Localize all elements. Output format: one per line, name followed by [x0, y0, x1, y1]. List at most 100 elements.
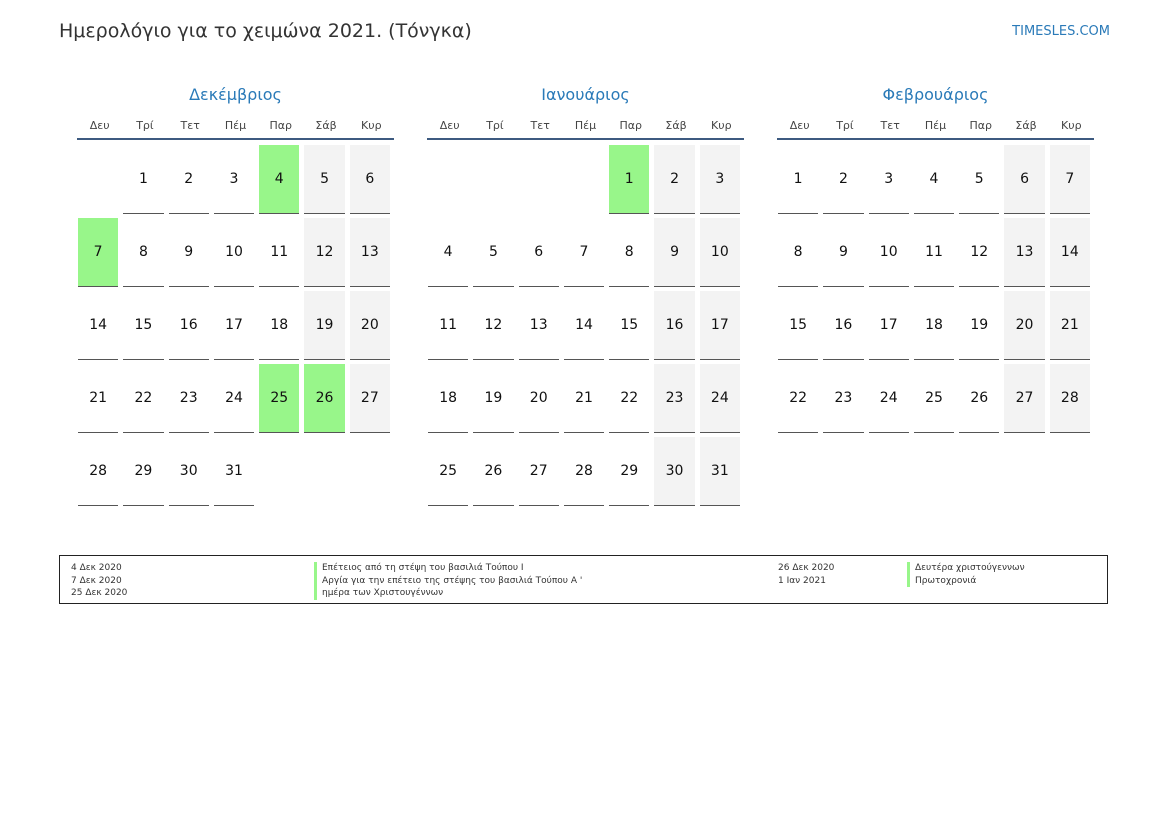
day-cell: 22 [608, 362, 653, 435]
day-number: 22 [778, 364, 819, 433]
weekend-day-cell: 27 [1003, 362, 1048, 435]
day-cell: 19 [472, 362, 517, 435]
day-number: 19 [959, 291, 1000, 360]
empty-day-cell [349, 435, 394, 508]
day-cell: 29 [122, 435, 167, 508]
legend-date: 4 Δεκ 2020 [71, 563, 122, 573]
weekend-day-cell: 12 [303, 216, 348, 289]
day-cell: 2 [168, 143, 213, 216]
day-number: 22 [609, 364, 650, 433]
day-number: 12 [304, 218, 345, 287]
site-link[interactable]: TIMESLES.COM [1012, 24, 1110, 39]
day-number: 12 [959, 218, 1000, 287]
legend-dates-right: 26 Δεκ 2020 1 Ιαν 2021 [778, 562, 834, 587]
weekend-day-cell: 5 [303, 143, 348, 216]
day-number: 17 [699, 291, 740, 360]
day-cell: 11 [258, 216, 303, 289]
holiday-day-cell: 1 [608, 143, 653, 216]
day-number: 13 [349, 218, 390, 287]
day-cell: 18 [258, 289, 303, 362]
weekend-day-cell: 13 [349, 216, 394, 289]
day-cell: 23 [168, 362, 213, 435]
month-title: Φεβρουάριος [882, 85, 989, 104]
day-number: 19 [304, 291, 345, 360]
day-number: 15 [609, 291, 650, 360]
day-cell: 30 [168, 435, 213, 508]
legend-dates-left: 4 Δεκ 2020 7 Δεκ 2020 25 Δεκ 2020 [71, 562, 127, 600]
day-cell: 9 [822, 216, 867, 289]
day-number: 26 [304, 364, 345, 433]
month-title: Ιανουάριος [541, 85, 630, 104]
weekend-day-cell: 20 [1003, 289, 1048, 362]
day-number: 28 [563, 437, 605, 506]
weekend-day-cell: 24 [699, 362, 744, 435]
weekday-label: Παρ [969, 119, 993, 132]
day-cell: 2 [822, 143, 867, 216]
day-number: 4 [913, 145, 955, 214]
day-number: 30 [654, 437, 695, 506]
day-cell: 21 [77, 362, 122, 435]
weekend-day-cell: 7 [1049, 143, 1094, 216]
day-cell: 1 [777, 143, 822, 216]
weekday-label: Πέμ [224, 119, 247, 132]
day-number: 2 [654, 145, 695, 214]
day-number: 18 [428, 364, 469, 433]
legend-date: 25 Δεκ 2020 [71, 588, 128, 598]
day-number: 8 [778, 218, 819, 287]
weekday-label: Σάβ [1015, 119, 1037, 132]
day-number: 31 [213, 437, 255, 506]
day-cell: 12 [958, 216, 1003, 289]
day-cell: 15 [608, 289, 653, 362]
empty-day [259, 437, 299, 506]
day-cell: 3 [213, 143, 258, 216]
day-cell: 12 [472, 289, 517, 362]
day-grid: 1 2 3 4 5 6 7 8 9 10 11 12 13 14 15 16 17 18 19 20 21 22 23 24 2… [777, 143, 1094, 435]
day-number: 14 [78, 291, 119, 360]
day-number: 16 [654, 291, 695, 360]
weekday-label: Παρ [269, 119, 293, 132]
day-number: 15 [123, 291, 164, 360]
legend-date: 7 Δεκ 2020 [71, 575, 122, 586]
calendar-week: 11 12 13 14 15 16 17 [427, 289, 744, 362]
weekday-label: Σάβ [315, 119, 337, 132]
day-number: 18 [913, 291, 955, 360]
day-cell: 16 [168, 289, 213, 362]
day-number: 8 [609, 218, 650, 287]
legend-names-right: Δευτέρα χριστούγεννων Πρωτοχρονιά [907, 562, 1025, 587]
legend-date: 26 Δεκ 2020 [778, 563, 835, 573]
day-number: 11 [428, 291, 469, 360]
day-number: 21 [1049, 291, 1090, 360]
weekday-label: Σάβ [665, 119, 687, 132]
day-number: 22 [123, 364, 164, 433]
day-cell: 28 [563, 435, 608, 508]
day-cell: 22 [122, 362, 167, 435]
day-number: 25 [259, 364, 300, 433]
day-number: 7 [563, 218, 605, 287]
weekday-label: Πέμ [924, 119, 947, 132]
day-number: 29 [123, 437, 164, 506]
day-number: 1 [123, 145, 164, 214]
weekend-day-cell: 9 [653, 216, 698, 289]
day-number: 16 [168, 291, 209, 360]
weekend-day-cell: 14 [1049, 216, 1094, 289]
day-number: 27 [1004, 364, 1045, 433]
day-cell: 26 [958, 362, 1003, 435]
day-cell: 18 [913, 289, 958, 362]
day-cell: 25 [427, 435, 472, 508]
day-cell: 24 [868, 362, 913, 435]
holiday-day-cell: 25 [258, 362, 303, 435]
weekday-label: Παρ [619, 119, 643, 132]
weekday-header: Δευ Τρί Τετ Πέμ Παρ Σάβ Κυρ [77, 118, 394, 140]
legend-holiday-name: Αργία για την επέτειο της στέψης του βασ… [314, 574, 582, 587]
day-number: 29 [609, 437, 650, 506]
weekend-day-cell: 6 [1003, 143, 1048, 216]
day-number: 9 [823, 218, 864, 287]
weekday-label: Πέμ [574, 119, 597, 132]
day-cell: 4 [913, 143, 958, 216]
weekend-day-cell: 19 [303, 289, 348, 362]
day-number: 20 [518, 364, 559, 433]
empty-day [78, 145, 118, 214]
empty-day [428, 145, 468, 214]
